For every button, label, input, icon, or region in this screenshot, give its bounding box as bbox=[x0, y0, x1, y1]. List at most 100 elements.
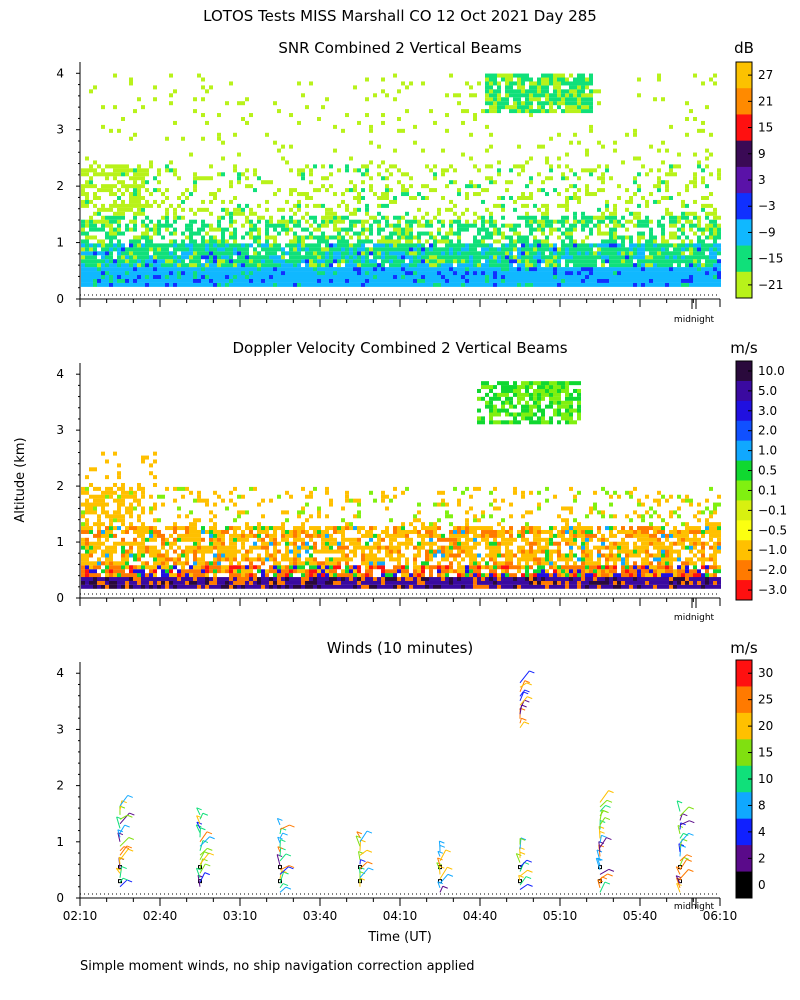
doppler-cell bbox=[273, 557, 277, 562]
snr-cell bbox=[353, 271, 357, 276]
y-tick-label: 1 bbox=[56, 236, 64, 250]
snr-cell bbox=[401, 282, 405, 287]
snr-cell bbox=[213, 239, 217, 244]
snr-cell bbox=[85, 274, 89, 279]
doppler-cell bbox=[85, 576, 89, 581]
snr-cell bbox=[101, 239, 105, 244]
doppler-cell bbox=[353, 514, 357, 519]
snr-cell bbox=[561, 172, 565, 177]
snr-cell bbox=[565, 243, 569, 248]
snr-cell bbox=[113, 267, 117, 272]
snr-cell bbox=[133, 168, 137, 173]
doppler-cell bbox=[457, 533, 461, 538]
doppler-cell bbox=[201, 569, 205, 574]
snr-cell bbox=[521, 192, 525, 197]
doppler-cell bbox=[321, 537, 325, 542]
doppler-cell bbox=[257, 565, 261, 570]
snr-cell bbox=[169, 223, 173, 228]
colorbar-swatch bbox=[736, 62, 752, 89]
snr-cell bbox=[473, 164, 477, 169]
snr-cell bbox=[661, 282, 665, 287]
snr-cell bbox=[573, 89, 577, 94]
snr-cell bbox=[521, 239, 525, 244]
doppler-cell bbox=[193, 537, 197, 542]
doppler-cell bbox=[81, 573, 85, 578]
snr-cell bbox=[697, 227, 701, 232]
snr-cell bbox=[105, 215, 109, 220]
snr-cell bbox=[261, 255, 265, 260]
snr-cell bbox=[581, 81, 585, 86]
doppler-cell bbox=[109, 529, 113, 534]
snr-cell bbox=[429, 109, 433, 114]
snr-cell bbox=[653, 251, 657, 256]
snr-cell bbox=[561, 274, 565, 279]
doppler-cell bbox=[377, 537, 381, 542]
snr-cell bbox=[581, 211, 585, 216]
snr-cell bbox=[281, 156, 285, 161]
snr-cell bbox=[361, 172, 365, 177]
snr-cell bbox=[657, 168, 661, 173]
snr-cell bbox=[241, 247, 245, 252]
snr-cell bbox=[365, 113, 369, 118]
snr-cell bbox=[309, 172, 313, 177]
snr-cell bbox=[109, 192, 113, 197]
doppler-cell bbox=[109, 522, 113, 527]
snr-cell bbox=[349, 274, 353, 279]
doppler-cell bbox=[97, 498, 101, 503]
snr-cell bbox=[705, 271, 709, 276]
snr-cell bbox=[685, 243, 689, 248]
snr-cell bbox=[269, 282, 273, 287]
snr-cell bbox=[277, 188, 281, 193]
snr-cell bbox=[477, 255, 481, 260]
snr-cell bbox=[129, 199, 133, 204]
snr-cell bbox=[325, 278, 329, 283]
snr-cell bbox=[121, 116, 125, 121]
snr-cell bbox=[465, 192, 469, 197]
doppler-cell bbox=[313, 584, 317, 589]
snr-cell bbox=[665, 247, 669, 252]
snr-cell bbox=[113, 219, 117, 224]
snr-cell bbox=[329, 164, 333, 169]
snr-cell bbox=[553, 85, 557, 90]
snr-cell bbox=[129, 271, 133, 276]
snr-cell bbox=[329, 211, 333, 216]
snr-cell bbox=[649, 263, 653, 268]
snr-cell bbox=[209, 251, 213, 256]
doppler-cell bbox=[225, 526, 229, 531]
snr-cell bbox=[549, 105, 553, 110]
snr-cell bbox=[121, 278, 125, 283]
snr-cell bbox=[513, 89, 517, 94]
doppler-cell bbox=[381, 561, 385, 566]
snr-cell bbox=[217, 243, 221, 248]
snr-cell bbox=[633, 223, 637, 228]
doppler-cell bbox=[437, 537, 441, 542]
doppler-cell bbox=[97, 502, 101, 507]
doppler-cell bbox=[217, 545, 221, 550]
snr-cell bbox=[541, 271, 545, 276]
snr-cell bbox=[121, 231, 125, 236]
snr-cell bbox=[557, 274, 561, 279]
doppler-cell bbox=[417, 502, 421, 507]
snr-cell bbox=[517, 77, 521, 82]
doppler-cell bbox=[81, 545, 85, 550]
snr-cell bbox=[213, 259, 217, 264]
snr-cell bbox=[593, 192, 597, 197]
doppler-cell bbox=[433, 576, 437, 581]
snr-cell bbox=[345, 259, 349, 264]
doppler-cell bbox=[341, 553, 345, 558]
snr-cell bbox=[661, 231, 665, 236]
doppler-cell bbox=[125, 529, 129, 534]
snr-cell bbox=[573, 192, 577, 197]
doppler-cell bbox=[169, 576, 173, 581]
doppler-cell bbox=[249, 561, 253, 566]
snr-cell bbox=[569, 89, 573, 94]
doppler-cell bbox=[329, 498, 333, 503]
snr-cell bbox=[101, 282, 105, 287]
snr-cell bbox=[461, 274, 465, 279]
snr-cell bbox=[177, 176, 181, 181]
doppler-cell bbox=[453, 541, 457, 546]
snr-cell bbox=[217, 239, 221, 244]
snr-cell bbox=[337, 267, 341, 272]
snr-cell bbox=[553, 81, 557, 86]
